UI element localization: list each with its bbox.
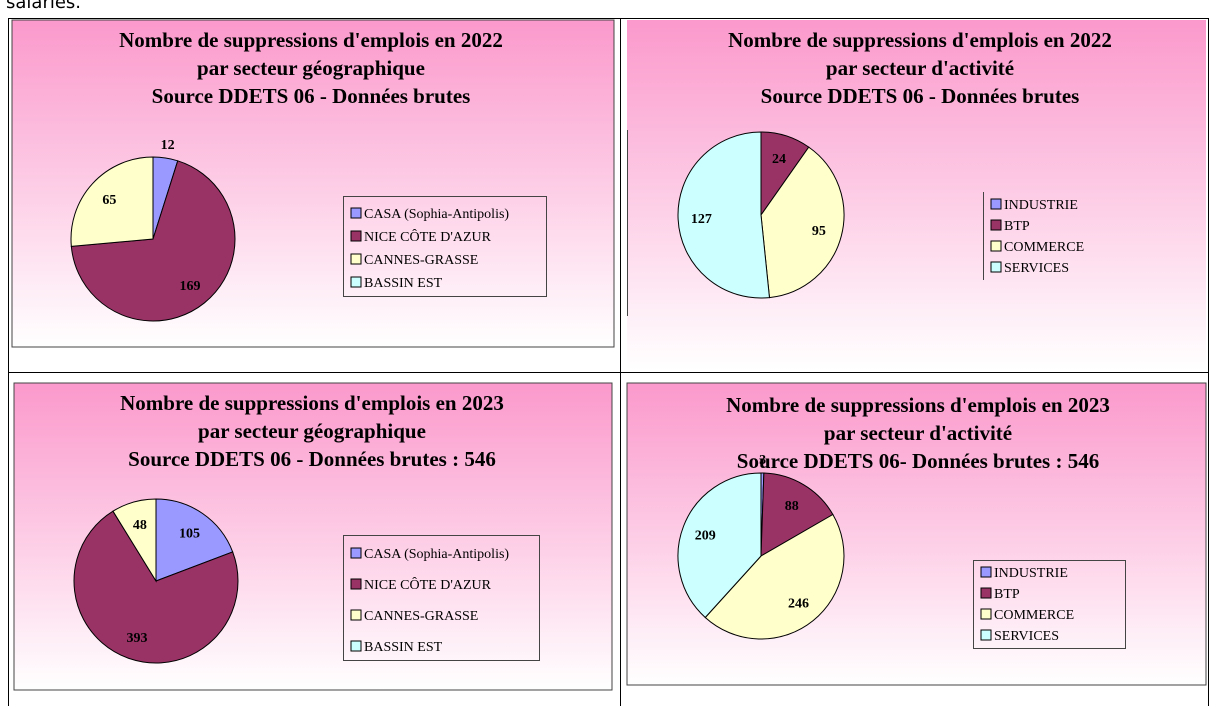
legend-label: COMMERCE: [994, 608, 1074, 623]
chart-title: par secteur géographique: [198, 419, 426, 443]
data-label: 127: [691, 212, 712, 227]
pie-slice: [155, 498, 234, 582]
legend-label: CANNES-GRASSE: [364, 609, 478, 624]
pie-slice: [70, 156, 154, 247]
charts: Nombre de suppressions d'emplois en 2022…: [11, 19, 1207, 691]
pie-slice: [73, 510, 239, 664]
chart-title: Source DDETS 06 - Données brutes : 546: [128, 447, 496, 471]
legend-swatch: [350, 609, 362, 621]
legend-box: [343, 535, 540, 661]
legend-label: BTP: [1004, 219, 1030, 234]
data-label: 65: [102, 193, 116, 208]
data-label: 24: [772, 152, 786, 167]
legend-label: NICE CÔTE D'AZUR: [364, 576, 492, 593]
legend-label: SERVICES: [1004, 261, 1069, 276]
legend-label: INDUSTRIE: [994, 566, 1068, 581]
data-label: 88: [785, 499, 799, 514]
pie-slice: [677, 472, 762, 619]
legend-swatch: [990, 198, 1002, 210]
legend-label: BTP: [994, 587, 1020, 602]
legend-swatch: [350, 276, 362, 288]
chart-title: par secteur géographique: [197, 56, 425, 80]
chart-title: par secteur d'activité: [826, 56, 1014, 80]
legend-swatch: [350, 253, 362, 265]
chart-title: Nombre de suppressions d'emplois en 2023: [726, 393, 1110, 417]
pie-slice: [760, 146, 845, 299]
legend-label: BASSIN EST: [364, 640, 443, 655]
legend-swatch: [350, 578, 362, 590]
chart-title: Source DDETS 06- Données brutes : 546: [737, 449, 1099, 473]
pie-slice: [112, 498, 157, 583]
data-label: 95: [812, 224, 826, 239]
chart-title: Source DDETS 06 - Données brutes: [761, 84, 1080, 108]
pie-slice: [760, 472, 834, 557]
data-label: 209: [695, 528, 716, 543]
legend-label: INDUSTRIE: [1004, 198, 1078, 213]
legend-label: COMMERCE: [1004, 240, 1084, 255]
pie-slice: [677, 131, 771, 299]
chart-title: Source DDETS 06 - Données brutes: [152, 84, 471, 108]
data-label: 48: [133, 518, 147, 533]
legend-box: [343, 196, 547, 297]
legend-label: CASA (Sophia-Antipolis): [364, 207, 509, 222]
data-label: 169: [179, 279, 200, 294]
chart-title: Nombre de suppressions d'emplois en 2022: [728, 28, 1112, 52]
chart-title: Nombre de suppressions d'emplois en 2022: [119, 28, 503, 52]
chart-title: par secteur d'activité: [824, 421, 1012, 445]
legend-box: [973, 560, 1126, 649]
pie-slice: [704, 513, 845, 640]
legend-label: CANNES-GRASSE: [364, 253, 478, 268]
legend-swatch: [350, 547, 362, 559]
legend-swatch: [990, 240, 1002, 252]
legend-label: SERVICES: [994, 629, 1059, 644]
legend-swatch: [990, 261, 1002, 273]
legend-swatch: [990, 219, 1002, 231]
legend-label: NICE CÔTE D'AZUR: [364, 228, 492, 245]
legend-swatch: [980, 587, 992, 599]
chart-title: Nombre de suppressions d'emplois en 2023: [120, 391, 504, 415]
legend-label: CASA (Sophia-Antipolis): [364, 547, 509, 562]
data-label: 3: [759, 453, 766, 468]
legend-swatch: [350, 230, 362, 242]
legend-swatch: [350, 207, 362, 219]
data-label: 12: [161, 138, 175, 153]
pie-slice: [70, 160, 236, 322]
data-label: 105: [179, 526, 200, 541]
legend-swatch: [980, 608, 992, 620]
legend-label: BASSIN EST: [364, 276, 443, 291]
table-grid: [8, 18, 1209, 711]
data-label: 393: [126, 631, 147, 646]
legend-swatch: [980, 566, 992, 578]
header-text: salariés.: [6, 0, 81, 13]
legend-swatch: [980, 629, 992, 641]
data-label: 246: [788, 597, 809, 612]
legend-swatch: [350, 640, 362, 652]
